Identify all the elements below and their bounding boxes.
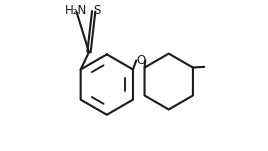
Text: S: S <box>93 4 101 17</box>
Text: O: O <box>136 54 146 67</box>
Text: H₂N: H₂N <box>65 4 88 17</box>
